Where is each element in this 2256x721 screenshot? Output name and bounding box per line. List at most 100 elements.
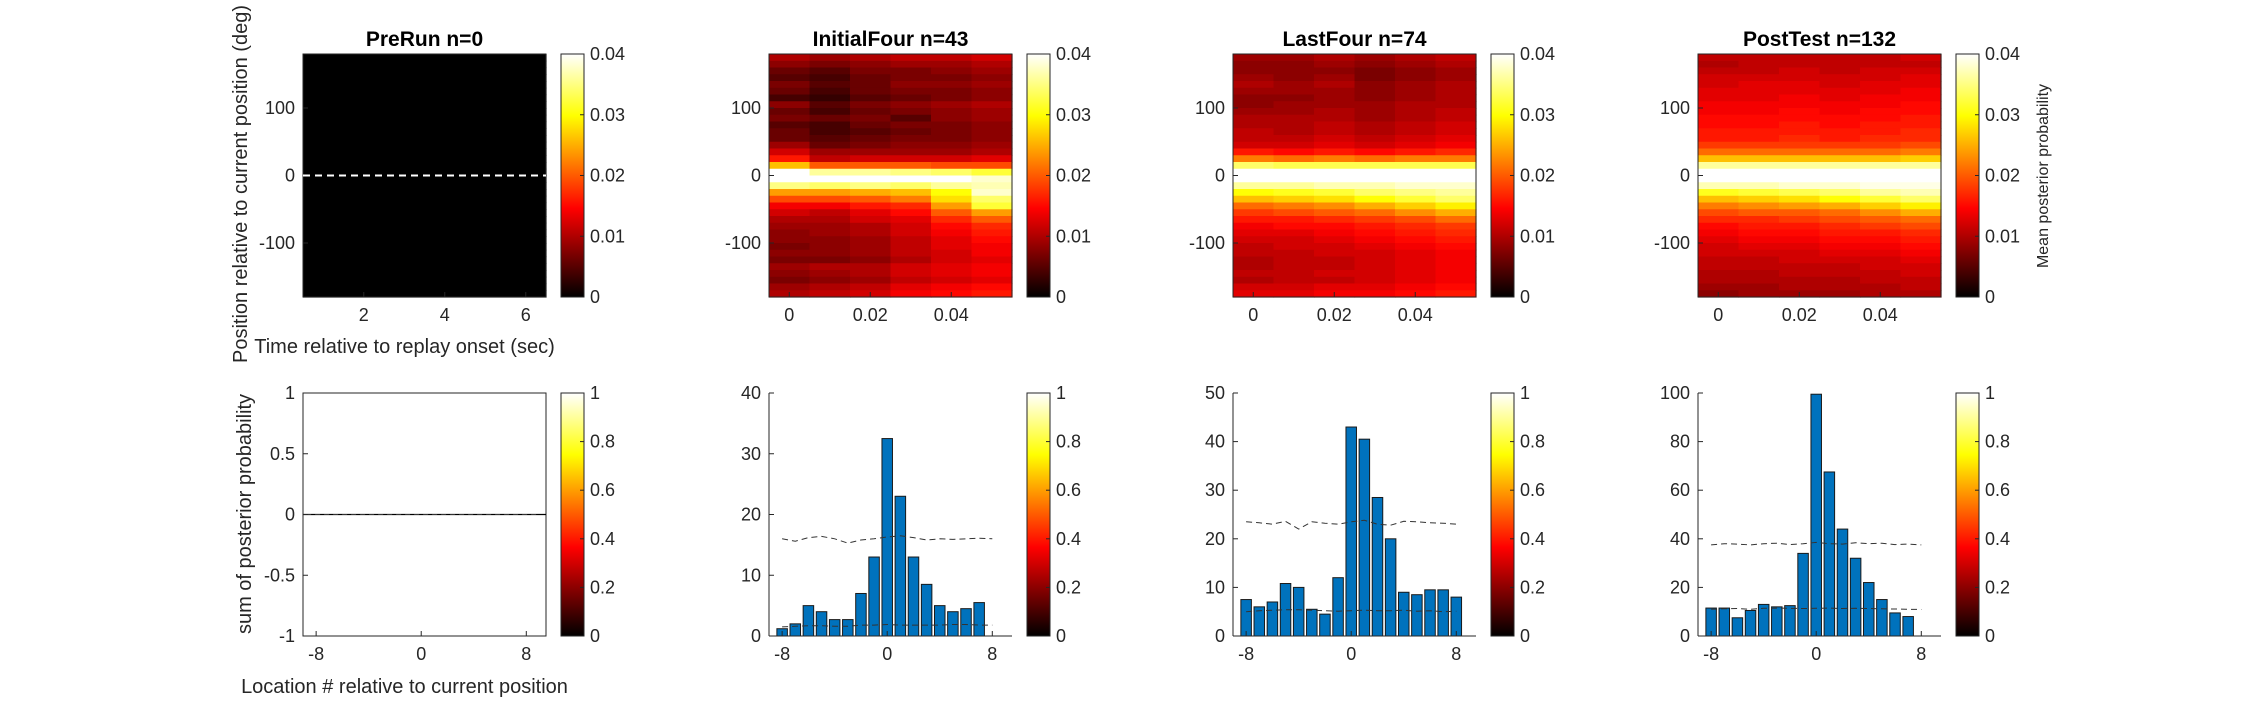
- heatmap-cell: [890, 229, 932, 237]
- heatmap-cell: [1395, 249, 1437, 258]
- heatmap-cell: [809, 222, 851, 231]
- heatmap-cell: [890, 114, 932, 123]
- heatmap-cell: [769, 249, 811, 258]
- heatmap-cell: [1779, 283, 1821, 291]
- heatmap-cell: [809, 60, 851, 69]
- bar: [1240, 599, 1252, 637]
- heatmap-cell: [850, 54, 892, 62]
- heatmap-cell: [931, 216, 973, 224]
- colorbar-tick-label: 1: [590, 383, 600, 403]
- x-tick-label: -8: [308, 644, 324, 664]
- heatmap-cell: [850, 155, 892, 163]
- heatmap-cell: [971, 249, 1013, 258]
- heatmap-cell: [971, 202, 1013, 210]
- heatmap-cell: [1779, 263, 1821, 271]
- heatmap-cell: [1779, 195, 1821, 204]
- heatmap-cell: [1273, 202, 1315, 210]
- heatmap-cell: [1273, 216, 1315, 224]
- heatmap-cell: [1779, 256, 1821, 264]
- heatmap-cell: [1819, 263, 1861, 271]
- heatmap-cell: [1273, 290, 1315, 298]
- heatmap-cell: [809, 195, 851, 204]
- heatmap-cell: [1233, 263, 1275, 271]
- heatmap-cell: [809, 256, 851, 264]
- heatmap-cell: [1435, 276, 1477, 285]
- heatmap-cell: [890, 67, 932, 75]
- heatmap-cell: [1900, 141, 1942, 150]
- heatmap-cell: [1354, 168, 1396, 177]
- heatmap-cell: [1233, 249, 1275, 258]
- heatmap-cell: [1819, 101, 1861, 109]
- heatmap-cell: [1354, 81, 1396, 89]
- heatmap-cell: [769, 108, 811, 116]
- heatmap-cell: [1273, 222, 1315, 231]
- heatmap-cell: [931, 67, 973, 75]
- y-tick-label: 30: [1205, 480, 1225, 500]
- heatmap-cell: [303, 141, 547, 150]
- heatmap-cell: [1738, 168, 1780, 177]
- heatmap-cell: [850, 101, 892, 109]
- heatmap-cell: [1233, 168, 1275, 177]
- heatmap-cell: [890, 256, 932, 264]
- heatmap-cell: [809, 128, 851, 136]
- heatmap-cell: [1860, 148, 1902, 156]
- heatmap-cell: [931, 175, 973, 183]
- heatmap-cell: [1314, 256, 1356, 264]
- heatmap-cell: [931, 74, 973, 82]
- heatmap-cell: [1435, 209, 1477, 217]
- colorbar-tick-label: 0.6: [1985, 480, 2010, 500]
- heatmap-cell: [1273, 94, 1315, 102]
- heatmap-cell: [809, 162, 851, 170]
- bar: [973, 602, 985, 637]
- bar: [1332, 577, 1344, 637]
- bar: [1292, 586, 1305, 637]
- heatmap-cell: [1779, 155, 1821, 163]
- heatmap-cell: [1779, 87, 1821, 96]
- y-tick-label: -1: [279, 626, 295, 646]
- heatmap-cell: [890, 94, 932, 102]
- heatmap-cell: [890, 81, 932, 89]
- heatmap-cell: [1860, 155, 1902, 163]
- heatmap-cell: [1273, 168, 1315, 177]
- heatmap-cell: [1860, 182, 1902, 190]
- heatmap-cell: [1819, 155, 1861, 163]
- heatmap-cell: [1273, 236, 1315, 244]
- y-tick-label: 0: [1215, 166, 1225, 186]
- heatmap-cell: [931, 108, 973, 116]
- heatmap-cell: [1779, 209, 1821, 217]
- dashed-lower-line: [1711, 607, 1922, 610]
- heatmap-cell: [1779, 182, 1821, 190]
- heatmap-cell: [1900, 209, 1942, 217]
- heatmap-cell: [1273, 175, 1315, 183]
- heatmap-cell: [769, 263, 811, 271]
- heatmap-cell: [1273, 74, 1315, 82]
- heatmap-cell: [931, 256, 973, 264]
- heatmap-cell: [1314, 168, 1356, 177]
- heatmap-cell: [1860, 216, 1902, 224]
- colorbar-tick-label: 0.02: [1985, 166, 2020, 186]
- heatmap-cell: [1900, 121, 1942, 129]
- heatmap-cell: [1738, 182, 1780, 190]
- heatmap-cell: [1354, 155, 1396, 163]
- x-tick-label: 8: [521, 644, 531, 664]
- heatmap-cell: [1698, 229, 1740, 237]
- y-tick-label: -100: [259, 233, 295, 253]
- heatmap-cell: [1314, 74, 1356, 82]
- heatmap-cell: [1698, 148, 1740, 156]
- heatmap-cell: [1779, 216, 1821, 224]
- y-tick-label: 100: [1660, 98, 1690, 118]
- heatmap-cell: [1233, 229, 1275, 237]
- y-tick-label: 100: [731, 98, 761, 118]
- colorbar-tick-label: 0.02: [1520, 166, 1555, 186]
- x-tick-label: -8: [1703, 644, 1719, 664]
- heatmap-cell: [931, 182, 973, 190]
- heatmap-cell: [1314, 94, 1356, 102]
- x-tick-label: 0: [1346, 644, 1356, 664]
- heatmap-cell: [1233, 243, 1275, 251]
- heatmap-cell: [1738, 81, 1780, 89]
- heatmap-cell: [1698, 189, 1740, 197]
- heatmap-cell: [1233, 276, 1275, 285]
- x-tick-label: 0: [1248, 305, 1258, 325]
- heatmap-cell: [1354, 202, 1396, 210]
